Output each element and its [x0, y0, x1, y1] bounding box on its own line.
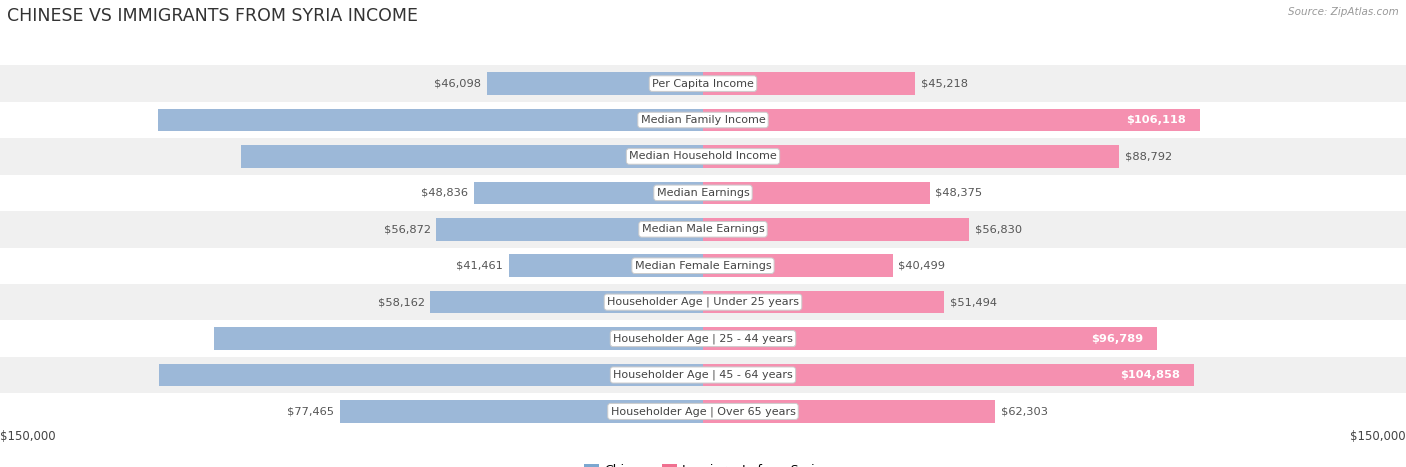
Text: $48,836: $48,836	[422, 188, 468, 198]
Text: $45,218: $45,218	[921, 78, 967, 89]
Bar	[0, 175, 1406, 211]
Bar	[703, 109, 1201, 131]
Bar	[0, 284, 1406, 320]
Text: $88,792: $88,792	[1125, 151, 1171, 162]
Bar	[703, 364, 1195, 386]
Bar	[159, 109, 703, 131]
Bar	[703, 291, 945, 313]
Bar	[0, 320, 1406, 357]
Text: Median Earnings: Median Earnings	[657, 188, 749, 198]
Bar	[0, 248, 1406, 284]
Bar	[703, 182, 929, 204]
Text: $62,303: $62,303	[1001, 406, 1047, 417]
Legend: Chinese, Immigrants from Syria: Chinese, Immigrants from Syria	[579, 459, 827, 467]
Bar	[0, 393, 1406, 430]
Text: Median Male Earnings: Median Male Earnings	[641, 224, 765, 234]
Bar	[509, 255, 703, 277]
Text: $104,264: $104,264	[689, 333, 748, 344]
Bar	[430, 291, 703, 313]
Text: Source: ZipAtlas.com: Source: ZipAtlas.com	[1288, 7, 1399, 17]
Text: $116,188: $116,188	[686, 115, 747, 125]
Bar	[436, 218, 703, 241]
Bar	[474, 182, 703, 204]
Text: $40,499: $40,499	[898, 261, 945, 271]
Bar	[0, 102, 1406, 138]
Text: Per Capita Income: Per Capita Income	[652, 78, 754, 89]
Bar	[703, 218, 969, 241]
Text: CHINESE VS IMMIGRANTS FROM SYRIA INCOME: CHINESE VS IMMIGRANTS FROM SYRIA INCOME	[7, 7, 418, 25]
Bar	[242, 145, 703, 168]
Bar	[0, 65, 1406, 102]
Bar	[703, 72, 915, 95]
Text: $150,000: $150,000	[0, 430, 56, 443]
Text: $106,118: $106,118	[1126, 115, 1185, 125]
Bar	[0, 357, 1406, 393]
Text: $51,494: $51,494	[950, 297, 997, 307]
Text: Householder Age | 45 - 64 years: Householder Age | 45 - 64 years	[613, 370, 793, 380]
Text: Householder Age | Under 25 years: Householder Age | Under 25 years	[607, 297, 799, 307]
Text: $96,789: $96,789	[1091, 333, 1143, 344]
Bar	[340, 400, 703, 423]
Bar	[0, 138, 1406, 175]
Text: $150,000: $150,000	[1350, 430, 1406, 443]
Text: $41,461: $41,461	[456, 261, 503, 271]
Bar	[703, 145, 1119, 168]
Text: $104,858: $104,858	[1119, 370, 1180, 380]
Text: $116,156: $116,156	[686, 370, 747, 380]
Bar	[703, 255, 893, 277]
Bar	[703, 400, 995, 423]
Bar	[703, 327, 1157, 350]
Text: Median Family Income: Median Family Income	[641, 115, 765, 125]
Text: $56,830: $56,830	[974, 224, 1022, 234]
Text: $98,496: $98,496	[689, 151, 741, 162]
Bar	[159, 364, 703, 386]
Text: $48,375: $48,375	[935, 188, 983, 198]
Text: Median Household Income: Median Household Income	[628, 151, 778, 162]
Text: $56,872: $56,872	[384, 224, 430, 234]
Bar	[0, 211, 1406, 248]
Text: Householder Age | Over 65 years: Householder Age | Over 65 years	[610, 406, 796, 417]
Text: $58,162: $58,162	[378, 297, 425, 307]
Text: $77,465: $77,465	[287, 406, 335, 417]
Text: Median Female Earnings: Median Female Earnings	[634, 261, 772, 271]
Text: $46,098: $46,098	[434, 78, 481, 89]
Text: Householder Age | 25 - 44 years: Householder Age | 25 - 44 years	[613, 333, 793, 344]
Bar	[486, 72, 703, 95]
Bar	[214, 327, 703, 350]
